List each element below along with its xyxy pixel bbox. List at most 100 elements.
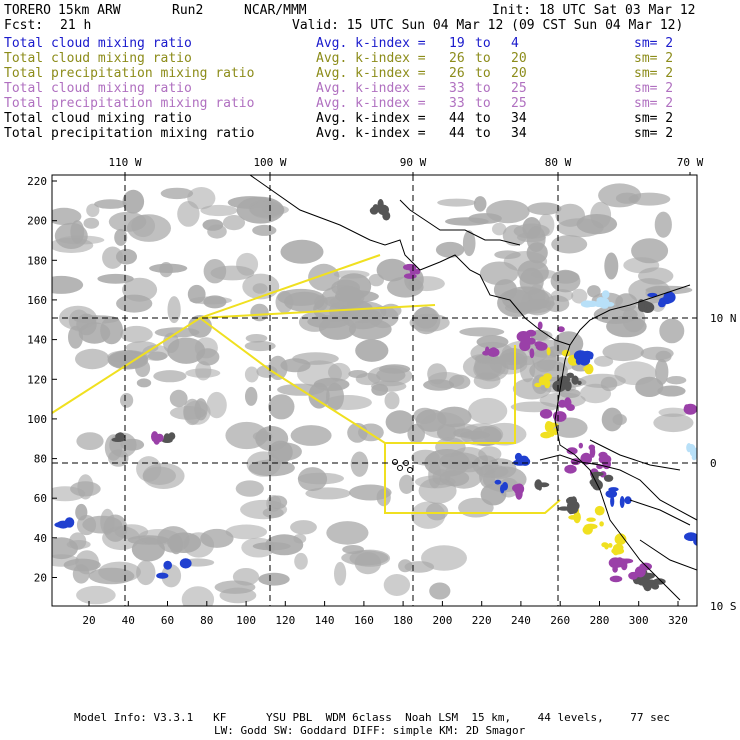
cloud-field-gray [52,183,694,606]
y-tick-label: 40 [34,532,47,545]
legend-smoothing: sm= 2 [634,111,674,126]
cloud-blob [480,483,507,506]
convective-cell [502,481,508,491]
forecast-label: Fcst: [4,18,44,33]
x-tick-label: 240 [511,614,531,627]
cloud-blob [219,587,257,604]
convective-cell [703,448,711,454]
y-tick-label: 120 [27,373,47,386]
convective-cell [647,292,658,298]
convective-cell [628,571,639,580]
x-tick-label: 40 [122,614,135,627]
legend-kindex-label: Avg. k-index = [316,66,426,81]
cloud-blob [429,582,451,600]
cloud-blob [169,389,188,408]
convective-cell [566,447,578,455]
cloud-blob [655,358,669,385]
convective-cell [519,340,531,352]
convective-cell [643,582,652,592]
region-boundary [384,443,561,514]
island [407,467,413,473]
convective-cell [369,206,379,215]
model-name: TORERO [4,3,51,18]
cloud-blob [550,269,581,293]
cloud-blob [333,270,370,279]
legend-smoothing: sm= 2 [634,96,674,111]
x-tick-label: 100 [236,614,256,627]
cloud-blob [384,391,400,410]
cloud-blob [462,230,476,257]
cloud-blob [571,288,588,304]
cloud-blob [484,458,517,479]
x-tick-label: 280 [590,614,610,627]
convective-cell [601,290,610,299]
convective-cell [56,520,70,529]
x-tick-label: 220 [472,614,492,627]
cloud-blob [107,350,149,370]
convective-cell [564,380,572,392]
cloud-blob [426,502,449,521]
convective-cell [687,444,696,452]
convective-cell [566,504,579,514]
cloud-blob [280,239,324,264]
coastlines [249,175,697,601]
cloud-blob [604,252,619,280]
cloud-blob [468,213,502,224]
cloud-blob [412,306,441,335]
convective-cell [701,441,711,445]
cloud-blob [385,410,415,434]
cloud-blob [258,572,290,586]
cloud-blob [615,192,639,204]
cloud-blob [183,398,202,426]
lat-label: 0 [710,457,717,470]
cloud-blob [480,261,519,286]
cloud-blob [593,305,638,325]
cloud-blob [552,417,588,438]
cloud-blob [328,362,351,382]
cloud-blob [551,235,588,254]
convective-cell [591,471,604,477]
cloud-blob [75,348,110,370]
model-info-line1: Model Info: V3.3.1 KF YSU PBL WDM 6class… [74,711,671,724]
cloud-blob [489,354,528,375]
convective-cell [529,348,535,359]
cloud-blob [268,440,293,464]
cloud-blob [460,431,490,439]
cloud-blob [590,201,612,229]
region-boundaries [52,254,561,514]
cloud-blob [601,407,623,432]
convective-cell [563,397,572,409]
cloud-blob [348,370,368,378]
legend-smoothing: sm= 2 [634,36,674,51]
cloud-blob [245,334,268,343]
forecast-hour: 21 h [60,18,92,33]
cloud-blob [376,488,391,507]
convective-cell [584,363,594,375]
convective-cell [700,540,707,546]
cloud-blob [437,198,476,207]
convective-cell [557,326,565,333]
convective-cell [179,558,192,569]
legend-kindex-label: Avg. k-index = [316,51,426,66]
cloud-blob [116,248,137,265]
convective-cell [163,560,172,570]
cloud-blob [342,545,364,554]
legend-kindex-label: Avg. k-index = [316,81,426,96]
convective-cell [658,299,666,308]
convective-cell [546,347,551,356]
cloud-blob [290,520,317,535]
cloud-blob [468,397,508,425]
legend-to: to [475,66,491,81]
cloud-blob [350,451,369,477]
cloud-blob [225,524,268,540]
cloud-blob [163,332,180,353]
model-info-line2: LW: Godd SW: Goddard DIFF: simple KM: 2D… [214,724,526,737]
convective-cell [684,532,697,542]
model-run: Run2 [172,3,204,18]
convective-cell [540,431,553,439]
cloud-blob [579,383,612,404]
legend-smoothing: sm= 2 [634,66,674,81]
convective-cell [598,482,603,489]
cloud-blob [122,277,158,302]
lon-label: 80 W [545,156,572,169]
